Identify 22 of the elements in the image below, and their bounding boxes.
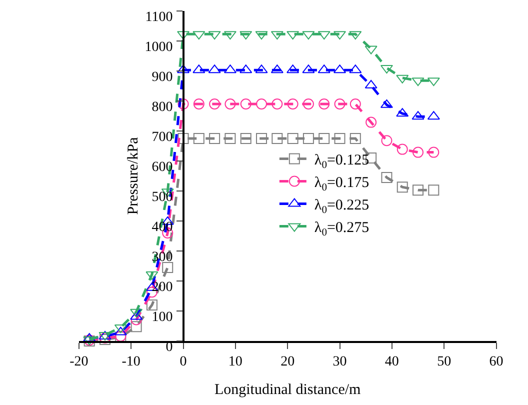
y-tick-label: 800 [152,100,173,115]
legend-label: λ$_{0}$=0.225 [314,198,370,216]
x-tick-label: -20 [70,354,88,370]
x-axis-title: Longitudinal distance/m [214,382,362,398]
legend-label: λ$_{0}$=0.175 [314,175,370,194]
y-tick-label: 1100 [145,10,173,25]
y-axis-title: Pressure/kPa [125,136,142,215]
x-tick-label: 50 [437,354,452,370]
x-tick-label: 20 [280,354,295,370]
y-tick-label: 700 [152,130,173,145]
x-tick-label: 0 [180,354,187,370]
y-tick-label: 900 [152,70,173,85]
x-tick-label: 30 [332,354,347,370]
x-tick-label: 40 [384,354,399,370]
legend-label: λ$_{0}$=0.275 [314,220,370,238]
x-tick-label: -10 [122,354,140,370]
x-tick-label: 10 [228,354,242,370]
x-tick-label: 60 [489,354,504,370]
legend-label: λ$_{0}$=0.125 [314,152,370,171]
y-tick-label: 100 [152,310,173,325]
y-tick-label: 1000 [144,40,173,55]
y-tick-label: 600 [152,160,173,175]
